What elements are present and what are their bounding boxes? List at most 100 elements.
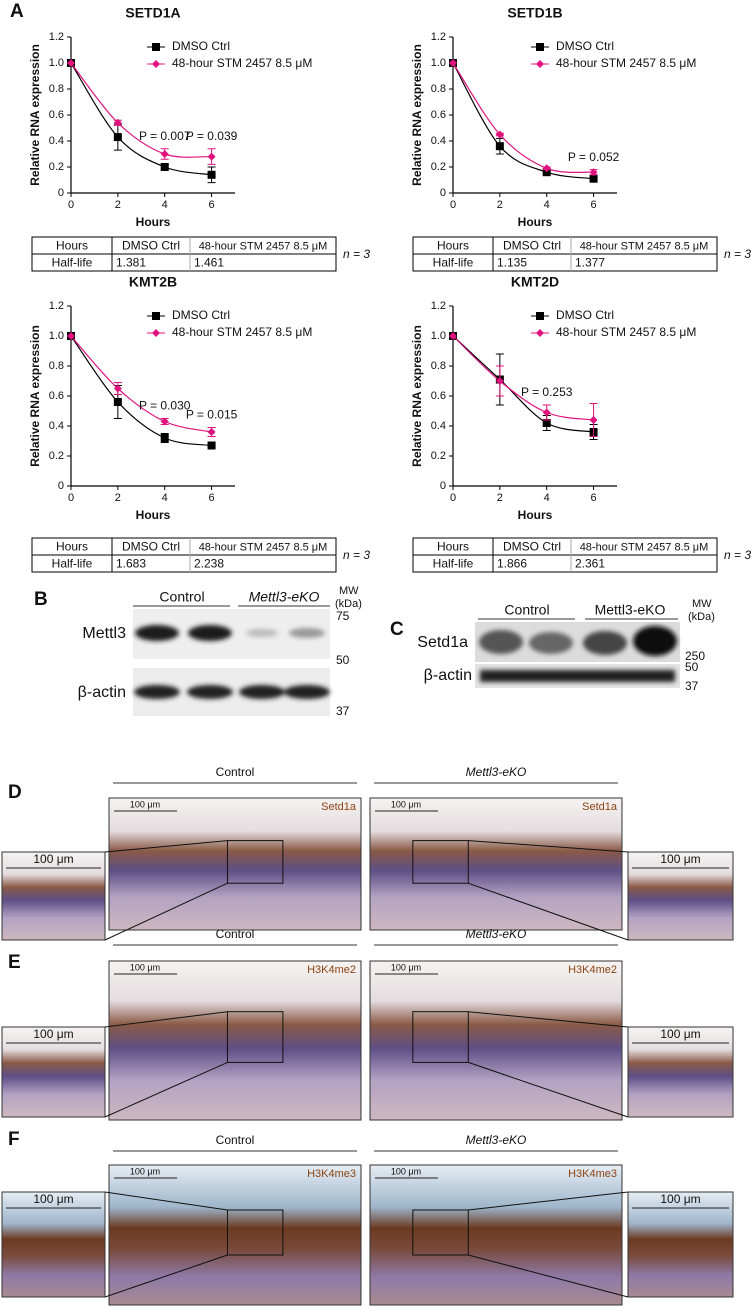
band: [480, 670, 675, 682]
x-tick-label: 0: [450, 492, 456, 504]
panel-label: C: [390, 619, 404, 640]
marker: [160, 434, 169, 442]
x-tick-label: 4: [544, 492, 550, 504]
band: [246, 629, 278, 637]
chart-title: SETD1B: [507, 5, 562, 21]
fit-curve: [452, 335, 594, 433]
band: [479, 630, 523, 654]
zoom-box: [226, 840, 284, 884]
stain-label: H3K4me2: [568, 964, 617, 976]
p-value: P = 0.007: [139, 129, 191, 143]
zoom-line: [104, 840, 228, 853]
scale-bar-label: 100 μm: [130, 799, 160, 809]
band: [633, 626, 677, 656]
table-row-label: Half-life: [52, 557, 93, 571]
group-label: Control: [216, 1133, 255, 1147]
group-label: Mettl3-eKO: [249, 589, 320, 605]
y-tick-label: 0: [58, 187, 64, 199]
x-tick-label: 6: [209, 492, 215, 504]
x-tick-label: 0: [450, 199, 456, 211]
table-header: 48-hour STM 2457 8.5 μM: [199, 541, 328, 553]
legend-label: DMSO Ctrl: [556, 308, 614, 322]
legend-label: DMSO Ctrl: [172, 308, 230, 322]
inset: [1, 1191, 106, 1298]
mw-marker: 75: [336, 609, 350, 623]
zoom-line: [468, 1191, 629, 1211]
table-note: n = 3: [343, 247, 370, 261]
x-tick-label: 2: [115, 492, 121, 504]
y-axis-label: Relative RNA expression: [28, 44, 42, 186]
group-label: Control: [216, 927, 255, 941]
band: [239, 685, 285, 699]
band: [583, 631, 627, 655]
table-cell: 1.135: [497, 256, 527, 270]
y-tick-label: 0: [58, 480, 64, 492]
table-header: 48-hour STM 2457 8.5 μM: [580, 541, 709, 553]
table-note: n = 3: [724, 247, 751, 261]
row-label: Setd1a: [417, 634, 468, 651]
table-header: Hours: [437, 239, 469, 253]
table-header: 48-hour STM 2457 8.5 μM: [199, 240, 328, 252]
mw-marker: 50: [685, 660, 699, 674]
panel-label: B: [34, 589, 48, 610]
group-label: Mettl3-eKO: [466, 1133, 527, 1147]
y-tick-label: 1.0: [431, 57, 446, 69]
micrograph: [369, 1164, 623, 1306]
y-tick-label: 0.8: [49, 360, 64, 372]
stain-label: Setd1a: [582, 801, 618, 813]
x-axis-label: Hours: [518, 215, 553, 229]
y-tick-label: 1.2: [431, 31, 446, 43]
legend-label: 48-hour STM 2457 8.5 μM: [556, 56, 696, 70]
marker: [160, 417, 169, 426]
x-tick-label: 0: [68, 492, 74, 504]
table-cell: 2.238: [194, 557, 224, 571]
legend-label: 48-hour STM 2457 8.5 μM: [556, 325, 696, 339]
stain-label: H3K4me3: [568, 1168, 617, 1180]
inset: [627, 851, 734, 941]
y-tick-label: 0: [440, 480, 446, 492]
fit-curve: [452, 62, 594, 173]
marker: [207, 428, 216, 436]
table-cell: 1.461: [194, 256, 224, 270]
x-tick-label: 2: [497, 492, 503, 504]
y-tick-label: 1.0: [49, 57, 64, 69]
band: [135, 625, 179, 641]
zoom-box: [226, 1209, 284, 1256]
x-tick-label: 2: [497, 199, 503, 211]
marker: [113, 398, 122, 406]
chart-title: KMT2B: [129, 274, 177, 290]
zoom-line: [468, 840, 629, 853]
y-tick-label: 0.6: [49, 390, 64, 402]
mw-marker: 37: [336, 704, 350, 718]
inset-scale-bar-label: 100 μm: [33, 1192, 73, 1206]
table-cell: 1.866: [497, 557, 527, 571]
x-tick-label: 4: [544, 199, 550, 211]
mw-label: MW: [692, 598, 712, 610]
marker: [589, 168, 598, 177]
y-tick-label: 0.8: [431, 360, 446, 372]
zoom-line: [468, 1011, 629, 1028]
panel-b: B Control Mettl3-eKO MW (kDa) Mettl3 β-a…: [34, 585, 362, 718]
x-tick-label: 6: [209, 199, 215, 211]
micrograph: [108, 1164, 362, 1306]
panel-label: A: [10, 1, 24, 22]
group-label: Control: [159, 589, 204, 605]
zoom-box: [412, 840, 469, 884]
y-tick-label: 0.2: [431, 450, 446, 462]
marker: [495, 377, 504, 385]
x-tick-label: 0: [68, 199, 74, 211]
micrograph: [369, 960, 623, 1121]
fit-curve: [70, 335, 212, 433]
table-header: Hours: [56, 239, 88, 253]
legend-marker: [152, 43, 160, 51]
marker: [495, 142, 504, 151]
mw-marker: 37: [685, 679, 699, 693]
inset: [627, 1026, 734, 1118]
marker: [160, 163, 169, 171]
mw-marker: 250: [685, 649, 705, 663]
group-label: Mettl3-eKO: [466, 765, 527, 779]
table-row-label: Half-life: [433, 557, 474, 571]
marker: [207, 441, 216, 450]
zoom-line: [104, 1191, 228, 1211]
inset-scale-bar-label: 100 μm: [660, 852, 700, 866]
